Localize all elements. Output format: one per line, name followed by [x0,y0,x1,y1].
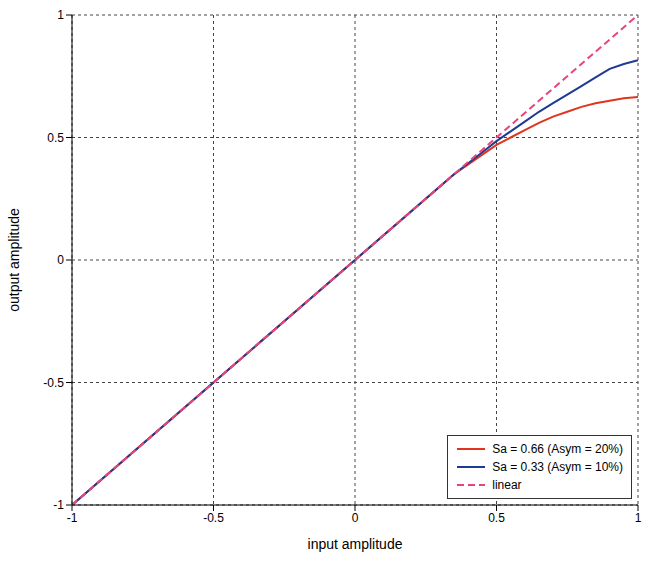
svg-text:input amplitude: input amplitude [308,536,403,552]
svg-text:-1: -1 [53,498,64,512]
svg-text:1: 1 [635,511,642,525]
svg-text:-0.5: -0.5 [203,511,224,525]
html-text:linear: linear [492,478,522,492]
svg-text:-0.5: -0.5 [43,376,64,390]
svg-text:1: 1 [57,8,64,22]
html-text:Sa = 0.66 (Asym = 20%): Sa = 0.66 (Asym = 20%) [492,442,623,456]
svg-text:0: 0 [57,253,64,267]
svg-text:output amplitude: output amplitude [6,208,22,312]
svg-text:0.5: 0.5 [47,131,64,145]
svg-text:0.5: 0.5 [488,511,505,525]
svg-text:-1: -1 [67,511,78,525]
html-text:Sa = 0.33 (Asym = 10%): Sa = 0.33 (Asym = 10%) [492,460,623,474]
svg-text:0: 0 [352,511,359,525]
